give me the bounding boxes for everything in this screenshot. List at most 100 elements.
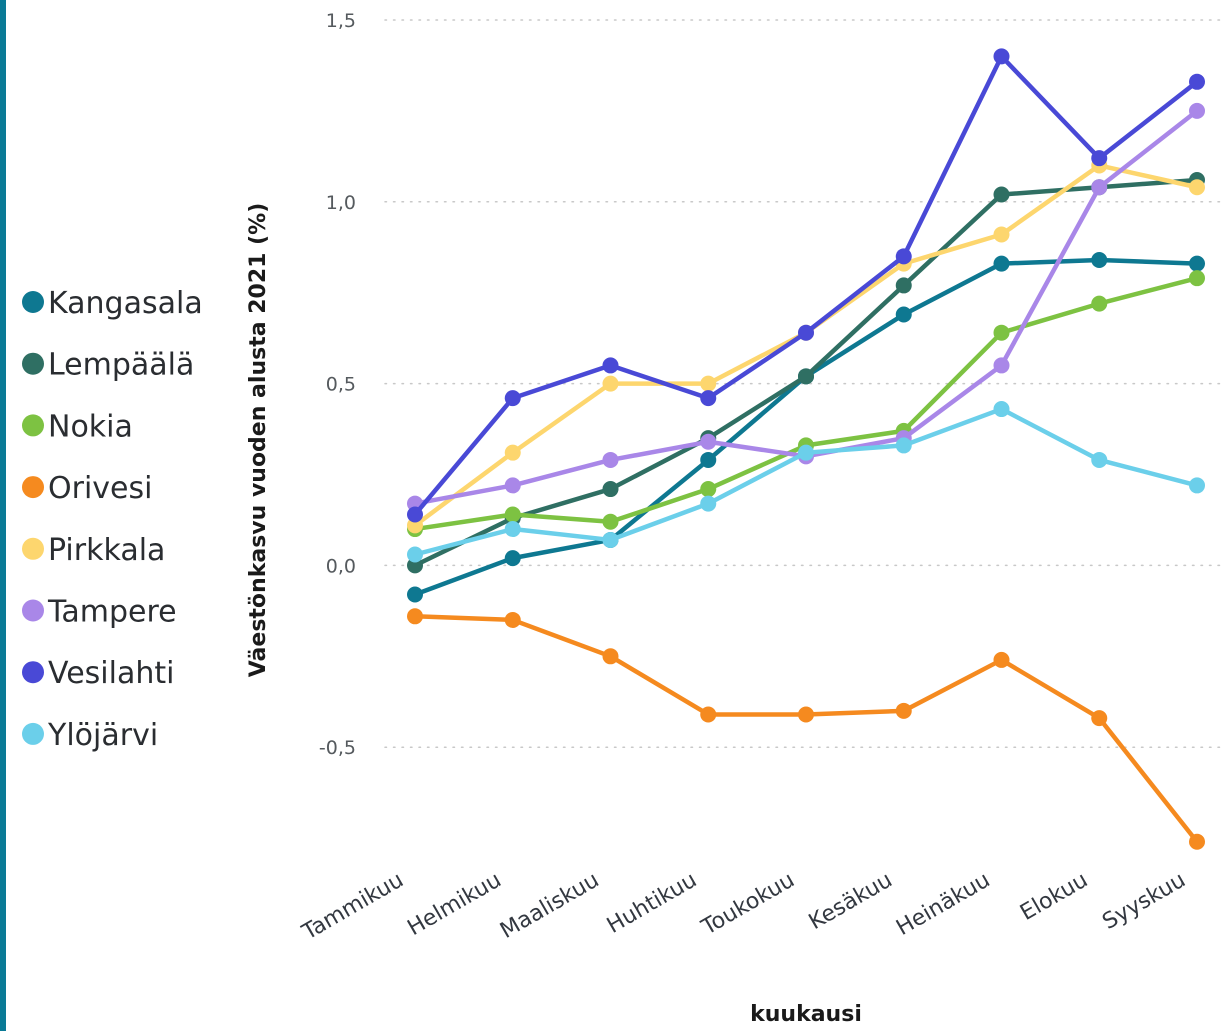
legend-label: Ylöjärvi <box>47 718 158 753</box>
data-point[interactable] <box>1189 270 1205 287</box>
series-line <box>412 614 1200 844</box>
data-point[interactable] <box>1189 255 1205 272</box>
legend-item-pirkkala[interactable]: Pirkkala <box>22 533 165 568</box>
data-point[interactable] <box>993 48 1010 65</box>
series-lempäälä <box>407 171 1205 574</box>
data-point[interactable] <box>407 608 423 625</box>
series-group <box>407 48 1205 850</box>
y-tick-label: 1,5 <box>326 10 356 32</box>
y-tick-label: -0,5 <box>319 737 356 759</box>
data-point[interactable] <box>504 550 521 567</box>
data-point[interactable] <box>700 451 717 468</box>
data-point[interactable] <box>993 324 1010 341</box>
data-point[interactable] <box>602 357 619 374</box>
data-point[interactable] <box>1189 102 1205 119</box>
legend-label: Pirkkala <box>48 533 165 568</box>
data-point[interactable] <box>504 444 521 461</box>
data-point[interactable] <box>700 390 717 407</box>
legend-marker <box>22 661 44 684</box>
data-point[interactable] <box>1091 251 1108 268</box>
data-point[interactable] <box>504 477 521 494</box>
data-point[interactable] <box>895 306 912 323</box>
legend-item-lempäälä[interactable]: Lempäälä <box>22 348 194 383</box>
x-tick-label: Maaliskuu <box>496 868 603 944</box>
data-point[interactable] <box>504 390 521 407</box>
data-point[interactable] <box>1091 179 1108 196</box>
data-point[interactable] <box>798 368 814 385</box>
data-point[interactable] <box>407 546 423 563</box>
y-tick-label: 0,5 <box>326 374 356 396</box>
series-ylöjärvi <box>407 401 1205 563</box>
data-point[interactable] <box>602 648 619 665</box>
data-point[interactable] <box>895 702 912 719</box>
data-point[interactable] <box>602 513 619 530</box>
data-point[interactable] <box>895 277 912 294</box>
legend-marker <box>22 722 44 745</box>
legend-item-nokia[interactable]: Nokia <box>22 409 133 444</box>
x-tick-label: Elokuu <box>1016 868 1092 926</box>
series-kangasala <box>407 251 1205 603</box>
legend-label: Tampere <box>47 595 177 630</box>
data-point[interactable] <box>798 324 814 341</box>
x-tick-label: Helmikuu <box>403 868 505 941</box>
data-point[interactable] <box>993 226 1010 243</box>
legend-label: Vesilahti <box>48 656 174 691</box>
legend-marker <box>22 599 44 622</box>
data-point[interactable] <box>602 375 619 392</box>
legend-item-orivesi[interactable]: Orivesi <box>22 471 152 506</box>
x-tick-label: Syyskuu <box>1098 868 1190 935</box>
data-point[interactable] <box>1189 833 1205 850</box>
series-nokia <box>407 270 1205 538</box>
x-tick-label: Huhtikuu <box>603 868 701 939</box>
data-point[interactable] <box>993 401 1010 418</box>
legend-item-ylöjärvi[interactable]: Ylöjärvi <box>22 718 158 753</box>
data-point[interactable] <box>407 586 423 603</box>
data-point[interactable] <box>407 506 423 523</box>
legend-item-tampere[interactable]: Tampere <box>22 595 177 630</box>
data-point[interactable] <box>993 651 1010 668</box>
x-axis-title: kuukausi <box>750 1002 862 1027</box>
data-point[interactable] <box>993 357 1010 374</box>
data-point[interactable] <box>1091 451 1108 468</box>
data-point[interactable] <box>1091 710 1108 727</box>
accent-bar <box>0 0 6 1031</box>
data-point[interactable] <box>1189 73 1205 90</box>
data-point[interactable] <box>1091 150 1108 167</box>
legend-label: Lempäälä <box>48 348 194 383</box>
x-tick-label: Tammikuu <box>297 868 408 946</box>
data-point[interactable] <box>993 186 1010 203</box>
data-point[interactable] <box>700 433 717 450</box>
data-point[interactable] <box>1189 477 1205 494</box>
x-tick-label: Toukokuu <box>697 868 799 941</box>
data-point[interactable] <box>700 495 717 512</box>
data-point[interactable] <box>602 531 619 548</box>
legend-marker <box>22 291 44 313</box>
data-point[interactable] <box>700 481 717 498</box>
legend-item-vesilahti[interactable]: Vesilahti <box>22 656 174 691</box>
x-tick-label: Heinäkuu <box>892 868 994 941</box>
series-orivesi <box>407 608 1205 850</box>
data-point[interactable] <box>798 444 814 461</box>
y-tick-label: 0,0 <box>326 555 356 577</box>
data-point[interactable] <box>895 248 912 265</box>
data-point[interactable] <box>1189 179 1205 196</box>
data-point[interactable] <box>895 437 912 454</box>
data-point[interactable] <box>1091 295 1108 312</box>
data-point[interactable] <box>993 255 1010 272</box>
legend-marker <box>22 352 44 375</box>
data-point[interactable] <box>504 611 521 628</box>
legend-marker <box>22 476 44 499</box>
data-point[interactable] <box>700 375 717 392</box>
data-point[interactable] <box>504 506 521 523</box>
data-point[interactable] <box>602 451 619 468</box>
data-point[interactable] <box>602 481 619 498</box>
legend-marker <box>22 537 44 560</box>
series-line <box>412 275 1200 532</box>
data-point[interactable] <box>700 706 717 723</box>
data-point[interactable] <box>504 521 521 538</box>
legend-item-kangasala[interactable]: Kangasala <box>22 286 203 321</box>
data-point[interactable] <box>798 706 814 723</box>
legend-label: Orivesi <box>48 471 152 506</box>
